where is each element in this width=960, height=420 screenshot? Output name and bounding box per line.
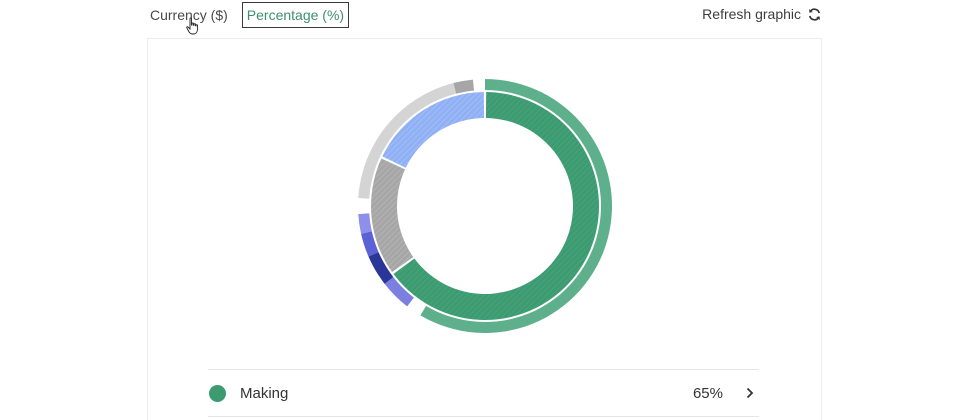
- donut-chart: [358, 79, 612, 333]
- outer-ring-segment-8: [453, 79, 475, 94]
- refresh-graphic-button[interactable]: Refresh graphic: [702, 6, 822, 22]
- inner-ring-segment-1: [371, 158, 414, 273]
- currency-toggle-button[interactable]: Currency ($): [146, 2, 232, 28]
- outer-ring-segment-2: [384, 277, 414, 307]
- outer-ring-segment-7: [358, 82, 457, 199]
- chevron-right-icon: [746, 387, 754, 399]
- hand-cursor-icon: [186, 17, 198, 35]
- legend-label: Making: [240, 384, 289, 402]
- outer-ring-segment-4: [361, 231, 379, 257]
- refresh-icon: [808, 7, 821, 21]
- outer-ring-segment-5: [358, 213, 372, 234]
- legend-value: 65%: [692, 384, 723, 402]
- inner-ring-segment-2: [382, 92, 485, 168]
- percentage-toggle-button[interactable]: Percentage (%): [241, 2, 350, 28]
- inner-ring: [371, 92, 599, 320]
- legend-row-making[interactable]: Making 65%: [208, 369, 759, 417]
- chart-card: [147, 38, 822, 420]
- outer-ring: [358, 79, 612, 333]
- outer-ring-segment-6: [358, 198, 370, 214]
- unit-toggle: Currency ($) Percentage (%): [146, 2, 350, 28]
- refresh-label: Refresh graphic: [702, 6, 801, 22]
- outer-ring-segment-9: [473, 79, 485, 91]
- outer-ring-segment-1: [407, 297, 426, 316]
- outer-ring-segment-3: [368, 252, 394, 284]
- legend-color-dot: [209, 384, 226, 402]
